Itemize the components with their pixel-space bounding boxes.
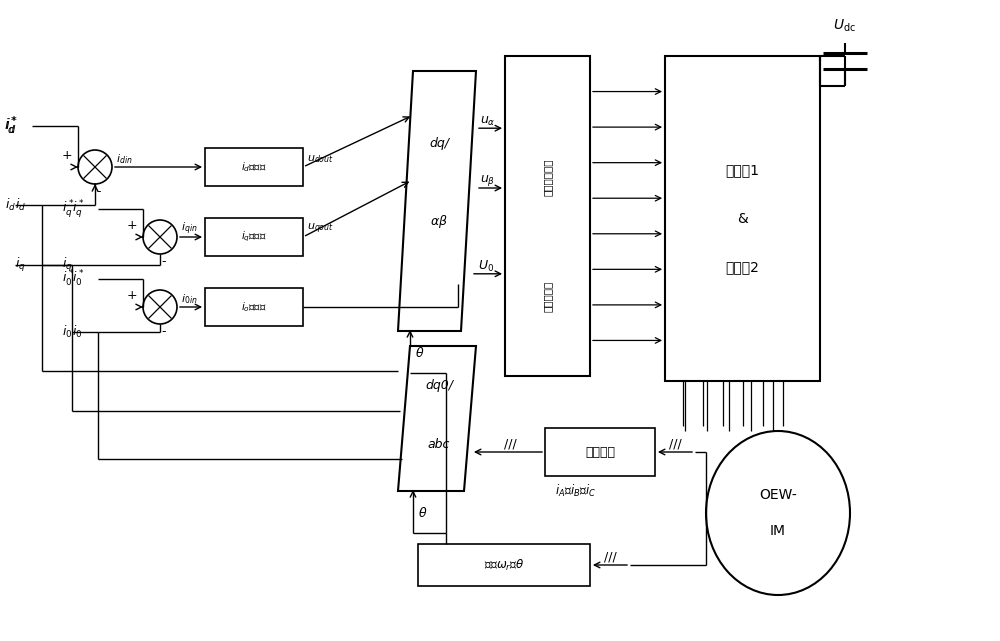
Polygon shape xyxy=(398,71,476,331)
Text: $u_{qout}$: $u_{qout}$ xyxy=(307,222,334,236)
Bar xyxy=(205,288,303,326)
Bar xyxy=(545,428,655,476)
Bar xyxy=(205,148,303,186)
Text: $U_0$: $U_0$ xyxy=(478,259,494,274)
Text: abc: abc xyxy=(428,438,450,451)
Text: IM: IM xyxy=(770,524,786,538)
Text: OEW-: OEW- xyxy=(759,488,797,502)
Bar xyxy=(665,56,820,381)
Text: ///: /// xyxy=(604,551,616,563)
Text: dq/: dq/ xyxy=(429,137,449,150)
Ellipse shape xyxy=(706,431,850,595)
Text: $i_d^*$: $i_d^*$ xyxy=(5,115,18,137)
Text: $i_{0in}$: $i_{0in}$ xyxy=(181,292,198,306)
Text: 电流采集: 电流采集 xyxy=(585,445,615,458)
Text: 计算$\omega_r$、$\theta$: 计算$\omega_r$、$\theta$ xyxy=(484,558,524,572)
Text: $i_{qin}$: $i_{qin}$ xyxy=(181,221,198,237)
Text: $i_0$: $i_0$ xyxy=(72,324,82,340)
Text: $i_d$: $i_d$ xyxy=(5,197,16,213)
Text: 逆变器2: 逆变器2 xyxy=(726,260,759,274)
Text: -: - xyxy=(162,326,166,338)
Text: $U_{\rm dc}$: $U_{\rm dc}$ xyxy=(833,18,857,34)
Text: $i_A$、$i_B$、$i_C$: $i_A$、$i_B$、$i_C$ xyxy=(555,483,596,499)
Text: dq0/: dq0/ xyxy=(425,379,453,392)
Text: $i_q$调节器: $i_q$调节器 xyxy=(241,230,267,244)
Text: ///: /// xyxy=(504,438,517,451)
Text: $\alpha\beta$: $\alpha\beta$ xyxy=(430,213,448,230)
Text: $i_{din}$: $i_{din}$ xyxy=(116,152,133,166)
Text: $i_q$: $i_q$ xyxy=(15,256,26,274)
Text: $i_q^*$: $i_q^*$ xyxy=(72,198,84,220)
Text: $u_{dout}$: $u_{dout}$ xyxy=(307,153,334,165)
Text: $u_{\alpha}$: $u_{\alpha}$ xyxy=(480,115,496,128)
Bar xyxy=(418,544,590,586)
Text: $i_d$: $i_d$ xyxy=(15,197,26,213)
Text: 逆变器1: 逆变器1 xyxy=(726,163,760,177)
Text: ///: /// xyxy=(669,438,681,451)
Text: -: - xyxy=(162,256,166,269)
Text: +: + xyxy=(126,219,137,231)
Text: +: + xyxy=(126,288,137,301)
Text: $\theta$: $\theta$ xyxy=(415,346,424,360)
Text: 信号电平调制: 信号电平调制 xyxy=(542,159,552,196)
Text: $i_o$调节器: $i_o$调节器 xyxy=(241,300,267,314)
Text: $\theta$: $\theta$ xyxy=(418,506,427,520)
Text: $i_d^*$: $i_d^*$ xyxy=(4,115,17,137)
Text: $i_0^*$: $i_0^*$ xyxy=(72,269,84,289)
Text: $i_0^*$: $i_0^*$ xyxy=(62,269,74,289)
Text: 升压式调制: 升压式调制 xyxy=(542,280,552,312)
Bar xyxy=(205,218,303,256)
Bar xyxy=(505,56,590,376)
Text: -: - xyxy=(97,185,101,199)
Text: $i_q^*$: $i_q^*$ xyxy=(62,198,74,220)
Text: &: & xyxy=(737,212,748,226)
Text: $i_d$调节器: $i_d$调节器 xyxy=(241,160,267,174)
Polygon shape xyxy=(398,346,476,491)
Text: $i_q$: $i_q$ xyxy=(62,256,73,274)
Text: +: + xyxy=(61,149,72,162)
Text: $u_{\beta}$: $u_{\beta}$ xyxy=(480,174,495,188)
Text: $i_0$: $i_0$ xyxy=(62,324,72,340)
